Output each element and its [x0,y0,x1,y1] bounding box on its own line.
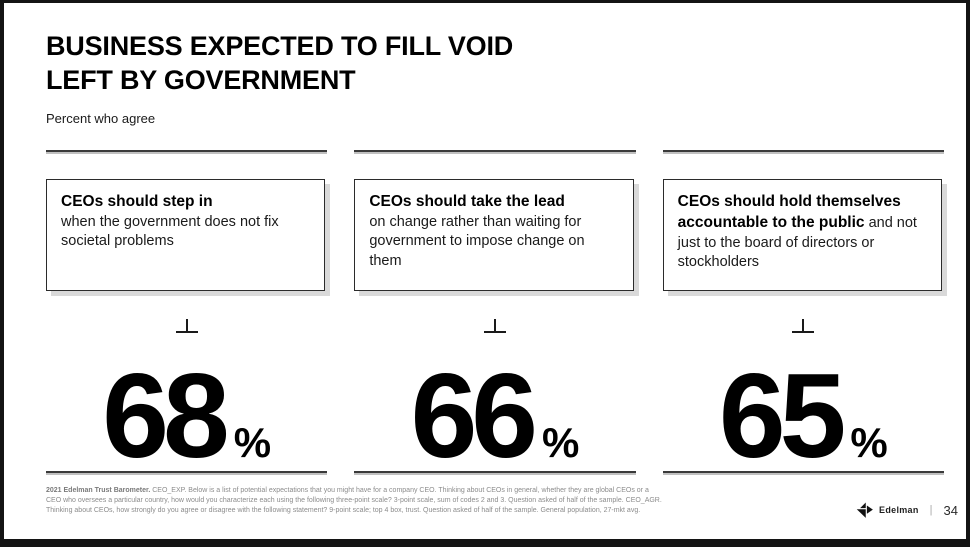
statement-rest: and not just to the board of directors o… [677,214,917,271]
statement-bold: CEOs should step in [61,193,213,210]
bottom-rule [354,471,636,473]
footnote: 2021 Edelman Trust Barometer. CEO_EXP. B… [46,486,662,516]
perpendicular-marker-icon [46,319,327,333]
page-title: BUSINESS EXPECTED TO FILL VOID LEFT BY G… [46,29,686,98]
bottom-rule [46,471,328,473]
marker-stem [802,319,805,331]
footnote-line-2: CEO who oversees a particular country, h… [46,496,662,504]
marker-stem [185,319,188,331]
footnote-source: 2021 Edelman Trust Barometer. [46,487,151,494]
stat-number: 65 [718,349,847,483]
title-line-1: BUSINESS EXPECTED TO FILL VOID [46,31,514,61]
stat-column-1: CEOs should step in when the government … [46,150,328,483]
footnote-line-1: 2021 Edelman Trust Barometer. CEO_EXP. B… [46,486,662,496]
slide-footer: 2021 Edelman Trust Barometer. CEO_EXP. B… [46,486,958,519]
stat-column-2: CEOs should take the lead on change rath… [354,150,636,483]
stat-value: 66 % [354,349,635,483]
footer-separator: | [929,504,933,516]
stat-value: 65 % [663,349,944,483]
statement-box: CEOs should hold themselves accountable … [662,179,942,291]
marker-base [792,331,815,333]
statement-rest: when the government does not fix societa… [61,213,279,250]
statement-box: CEOs should step in when the government … [46,179,326,291]
bottom-rule [662,471,944,473]
logo-wordmark: Edelman [879,505,919,515]
stat-unit: % [542,419,580,466]
stat-column-3: CEOs should hold themselves accountable … [662,150,944,483]
statement-bold: CEOs should take the lead [369,193,565,210]
footnote-line-1-text: CEO_EXP. Below is a list of potential ex… [150,487,649,494]
statement-bold: CEOs should hold themselves accountable … [677,193,901,231]
marker-base [483,331,506,333]
statement-box: CEOs should take the lead on change rath… [354,179,634,291]
marker-base [175,331,198,333]
perpendicular-marker-icon [663,319,944,333]
top-rule [46,150,328,152]
marker-stem [493,319,496,331]
statement-rest: on change rather than waiting for govern… [369,213,585,270]
stat-columns: CEOs should step in when the government … [46,150,944,483]
stat-number: 68 [102,349,230,483]
top-rule [662,150,944,152]
stat-number: 66 [410,349,539,483]
title-line-2: LEFT BY GOVERNMENT [46,65,356,96]
logo-area: Edelman | 34 [856,501,958,519]
top-rule [354,150,636,152]
perpendicular-marker-icon [354,319,635,333]
edelman-logo-icon [856,501,874,519]
subtitle: Percent who agree [46,111,156,126]
stat-unit: % [850,419,888,466]
stat-value: 68 % [46,349,327,483]
footnote-line-3: Thinking about CEOs, how strongly do you… [46,506,641,514]
stat-unit: % [233,419,272,466]
page-number: 34 [943,502,958,518]
